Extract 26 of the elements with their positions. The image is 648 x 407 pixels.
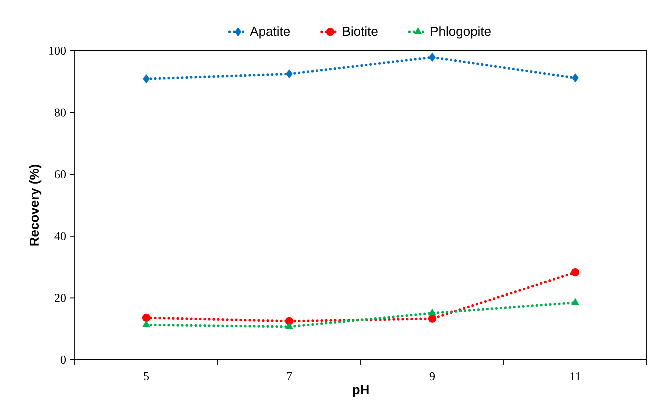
y-tick-label: 20	[55, 294, 66, 302]
x-tick-label: 7	[287, 372, 292, 380]
point	[572, 74, 579, 83]
point	[429, 52, 436, 62]
y-axis-title: Recovery (%)	[29, 164, 42, 246]
x-tick-label: 11	[570, 372, 581, 380]
x-tick-label: 5	[144, 372, 150, 380]
y-tick-label: 0	[60, 356, 66, 364]
y-tick-label: 40	[54, 232, 66, 240]
point	[572, 298, 580, 306]
legend-label: Biotite	[343, 26, 378, 36]
legend-label: Phlogopite	[431, 26, 491, 39]
point	[142, 320, 150, 328]
point	[142, 314, 151, 322]
y-tick-label: 80	[54, 108, 66, 117]
y-tick-label: 100	[50, 46, 66, 56]
point	[286, 70, 293, 79]
point	[571, 268, 580, 277]
point	[143, 74, 150, 84]
point	[428, 308, 436, 316]
point	[286, 322, 294, 330]
legend-label: Apatite	[250, 26, 290, 39]
x-axis-title: pH	[353, 385, 369, 398]
y-tick-label: 60	[54, 170, 66, 179]
point	[428, 314, 437, 323]
x-tick-label: 9	[430, 372, 436, 381]
